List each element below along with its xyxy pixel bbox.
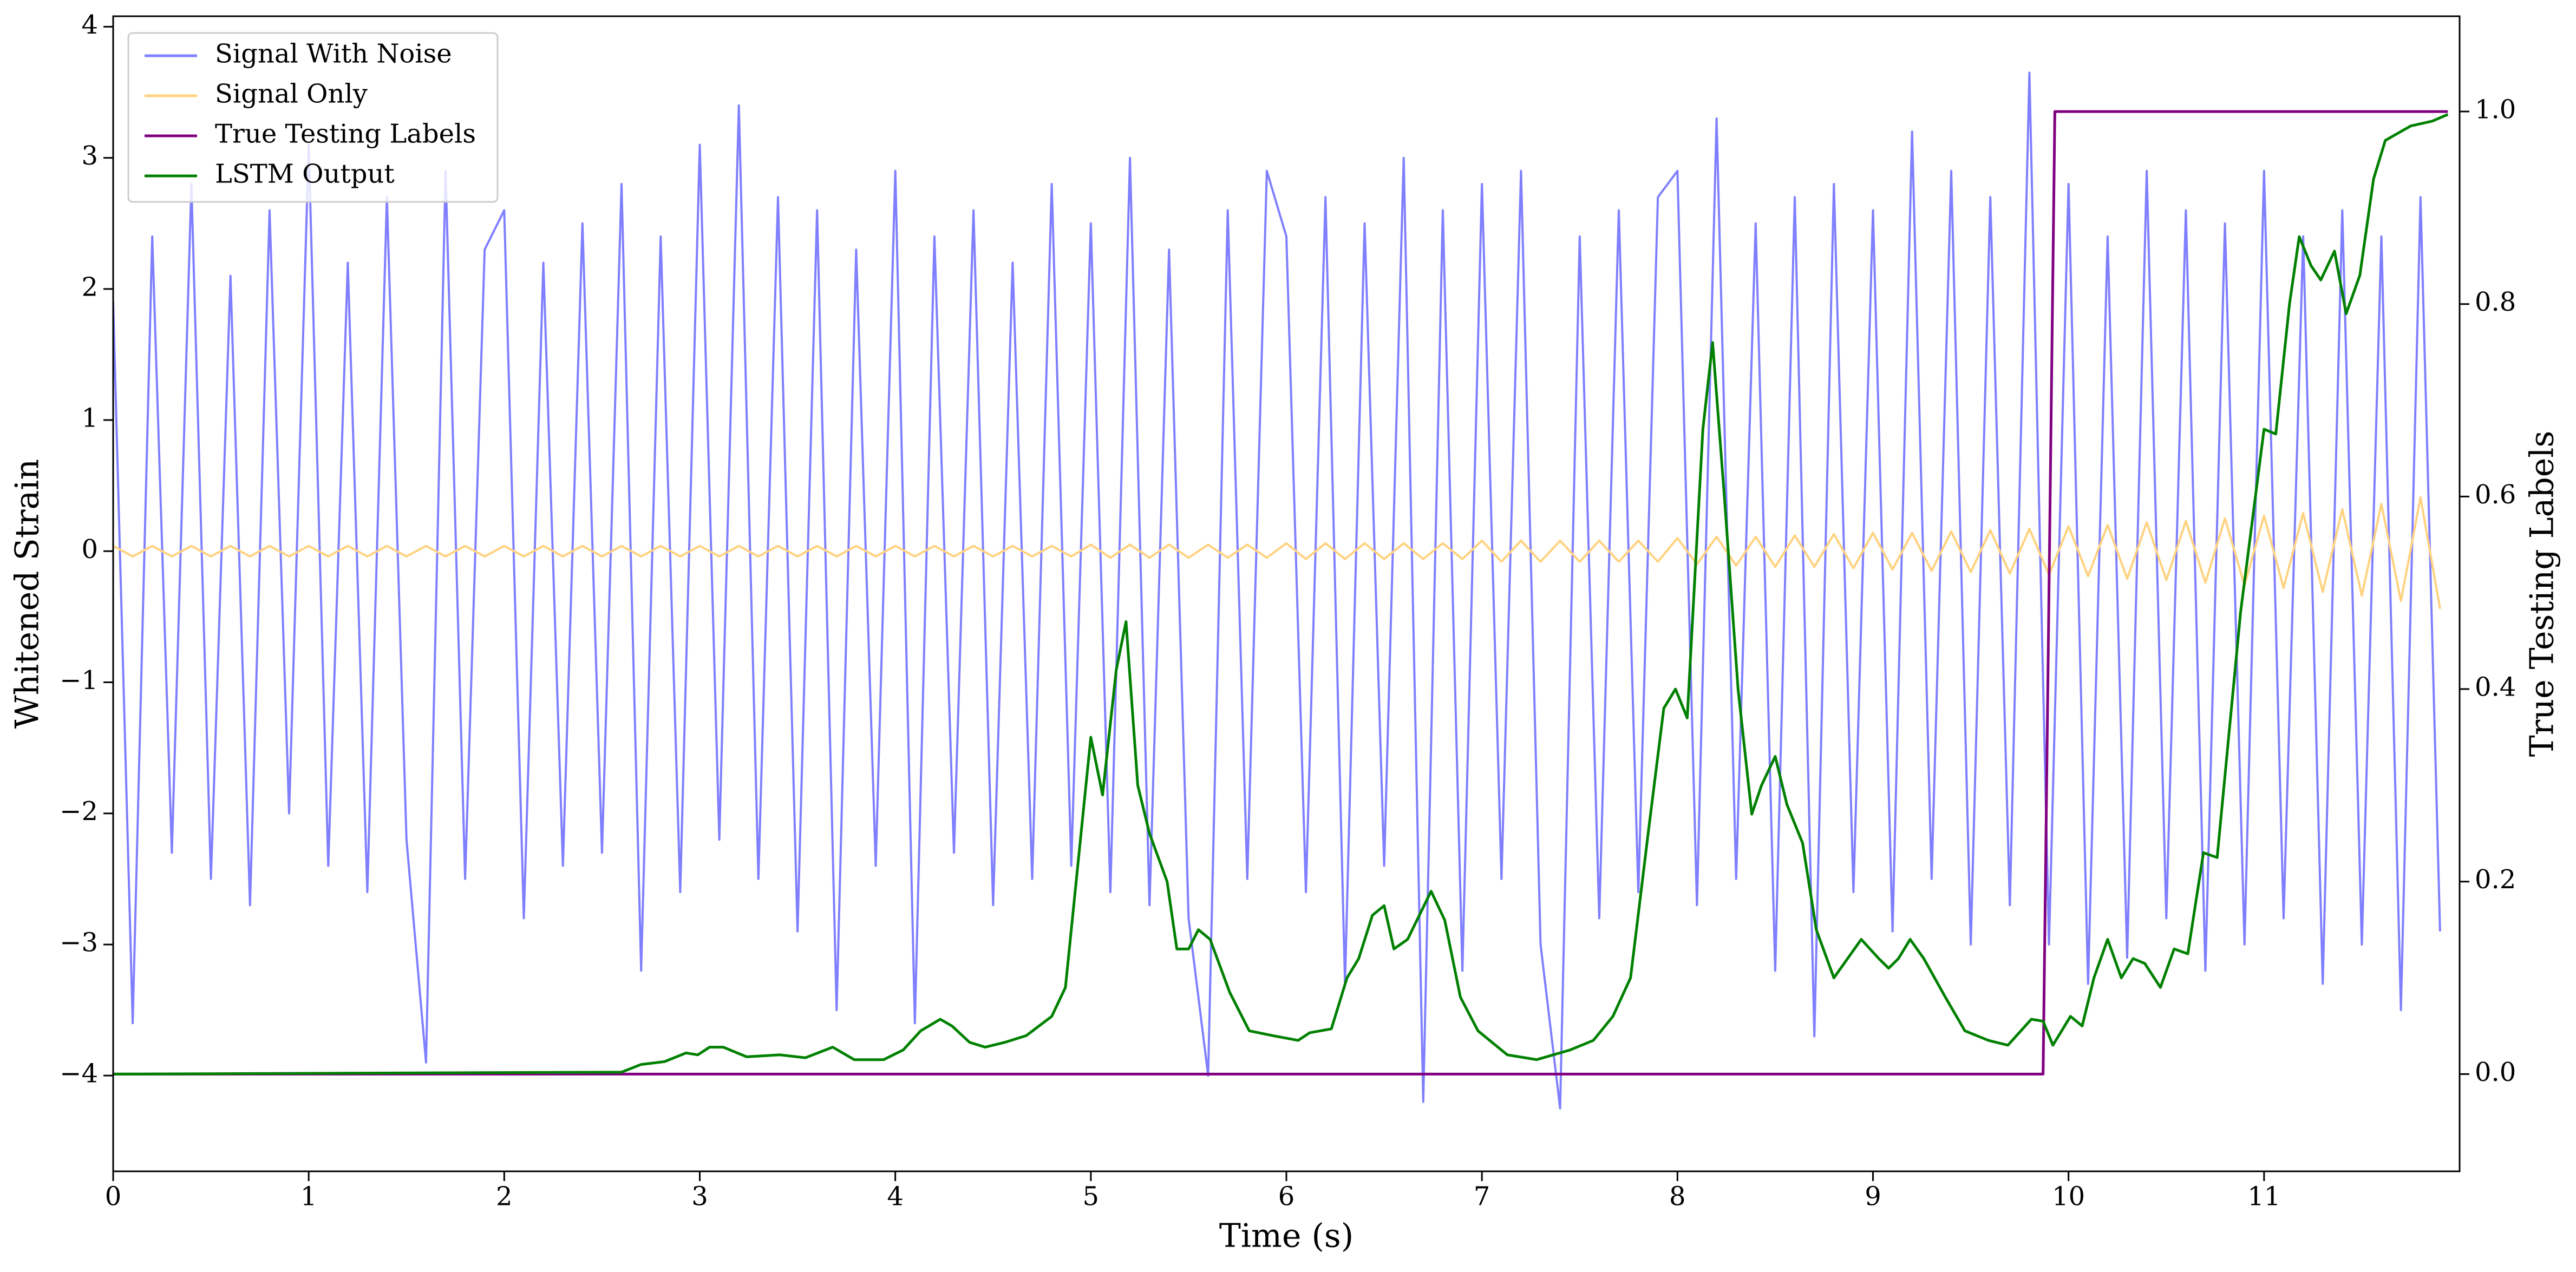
x-tick-label: 5	[1083, 1182, 1100, 1212]
plot-area	[113, 71, 2449, 1110]
x-tick-label: 9	[1865, 1182, 1881, 1212]
y-tick-label: 4	[81, 10, 98, 40]
y-tick-label: 0	[81, 534, 98, 565]
y2-tick-label: 0.0	[2475, 1057, 2516, 1087]
x-tick-label: 11	[2247, 1182, 2280, 1212]
y2-tick-label: 0.8	[2475, 287, 2516, 317]
x-axis-label: Time (s)	[1219, 1217, 1354, 1255]
y-tick-label: 1	[81, 403, 98, 434]
series-line	[113, 496, 2441, 609]
y-tick-label: 2	[81, 272, 98, 302]
legend-label: LSTM Output	[215, 159, 395, 189]
y-tick-label: −3	[60, 927, 98, 958]
y-tick-label: −2	[60, 796, 98, 827]
y2-tick-label: 0.2	[2475, 864, 2516, 895]
x-tick-label: 3	[691, 1182, 708, 1212]
x-tick-label: 1	[300, 1182, 317, 1212]
legend-label: Signal With Noise	[215, 39, 452, 69]
y2-tick-label: 0.4	[2475, 672, 2516, 703]
x-tick-label: 6	[1278, 1182, 1295, 1212]
x-tick-label: 0	[105, 1182, 122, 1212]
legend: Signal With Noise Signal Only True Testing…	[127, 32, 499, 203]
y-axis-label: Whitened Strain	[9, 459, 47, 729]
x-tick-label: 7	[1474, 1182, 1490, 1212]
legend-label: True Testing Labels	[215, 119, 476, 149]
y-tick-label: −1	[60, 665, 98, 696]
y2-axis-label: True Testing Labels	[2523, 431, 2561, 757]
y2-tick-label: 1.0	[2475, 95, 2516, 125]
x-tick-label: 8	[1669, 1182, 1686, 1212]
y2-tick-label: 0.6	[2475, 480, 2516, 510]
x-tick-label: 2	[496, 1182, 513, 1212]
series-line	[113, 110, 2448, 1076]
y-tick-label: −4	[60, 1059, 98, 1089]
x-tick-label: 4	[887, 1182, 904, 1212]
series-line	[113, 113, 2449, 1076]
x-tick-label: 10	[2052, 1182, 2085, 1212]
legend-box	[127, 32, 499, 203]
y-tick-label: 3	[81, 141, 98, 171]
legend-label: Signal Only	[215, 79, 368, 109]
series-line	[113, 71, 2441, 1110]
